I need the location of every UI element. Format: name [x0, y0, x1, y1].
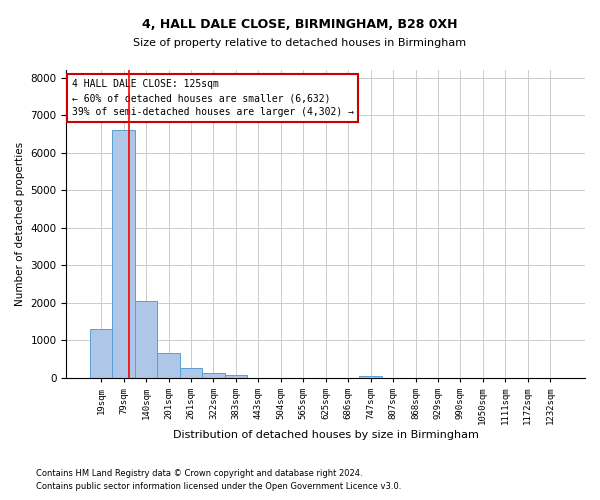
Text: 4, HALL DALE CLOSE, BIRMINGHAM, B28 0XH: 4, HALL DALE CLOSE, BIRMINGHAM, B28 0XH: [142, 18, 458, 30]
Bar: [224, 375, 247, 378]
Bar: [135, 301, 157, 378]
X-axis label: Distribution of detached houses by size in Birmingham: Distribution of detached houses by size …: [173, 430, 479, 440]
Bar: [180, 368, 202, 378]
Bar: [90, 329, 112, 378]
Bar: [112, 130, 135, 378]
Bar: [202, 374, 224, 378]
Text: Size of property relative to detached houses in Birmingham: Size of property relative to detached ho…: [133, 38, 467, 48]
Text: Contains HM Land Registry data © Crown copyright and database right 2024.: Contains HM Land Registry data © Crown c…: [36, 468, 362, 477]
Text: 4 HALL DALE CLOSE: 125sqm
← 60% of detached houses are smaller (6,632)
39% of se: 4 HALL DALE CLOSE: 125sqm ← 60% of detac…: [71, 79, 353, 117]
Y-axis label: Number of detached properties: Number of detached properties: [15, 142, 25, 306]
Text: Contains public sector information licensed under the Open Government Licence v3: Contains public sector information licen…: [36, 482, 401, 491]
Bar: [359, 376, 382, 378]
Bar: [157, 354, 180, 378]
